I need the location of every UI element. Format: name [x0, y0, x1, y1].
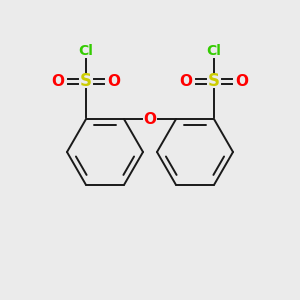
Text: O: O: [52, 74, 64, 88]
Text: O: O: [143, 112, 157, 127]
Text: S: S: [208, 72, 220, 90]
Text: O: O: [179, 74, 193, 88]
Text: O: O: [236, 74, 248, 88]
Text: Cl: Cl: [207, 44, 221, 58]
Text: S: S: [80, 72, 92, 90]
Text: O: O: [107, 74, 121, 88]
Text: Cl: Cl: [79, 44, 93, 58]
